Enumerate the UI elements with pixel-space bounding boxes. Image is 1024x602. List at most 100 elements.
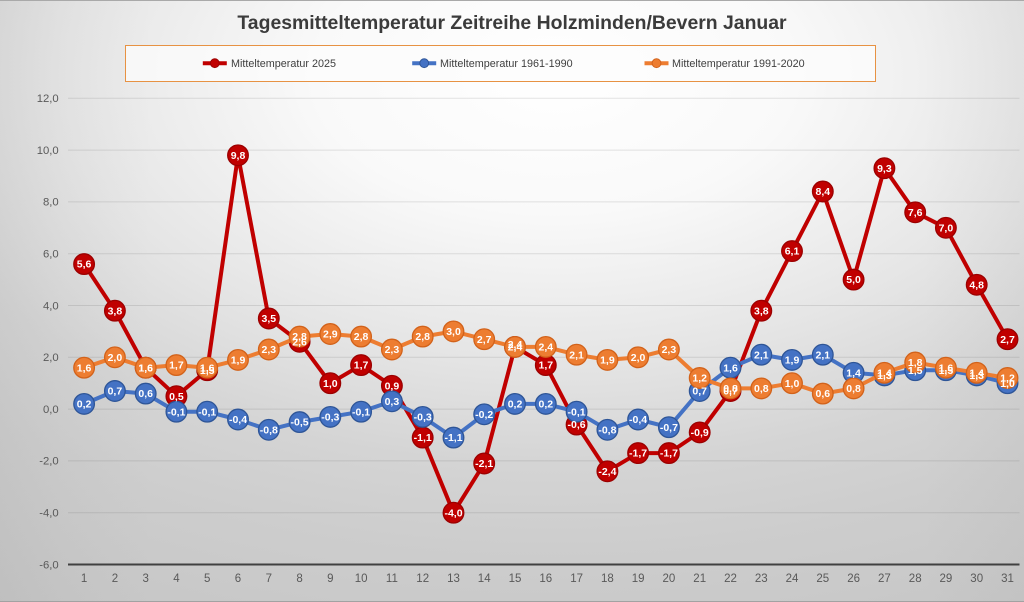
svg-text:24: 24: [786, 573, 799, 585]
svg-text:1,0: 1,0: [1000, 378, 1015, 390]
svg-text:0,2: 0,2: [77, 399, 92, 411]
svg-text:2,6: 2,6: [292, 336, 307, 348]
svg-text:1,6: 1,6: [200, 362, 215, 374]
svg-text:1,9: 1,9: [600, 355, 615, 367]
svg-text:1,0: 1,0: [785, 378, 800, 390]
svg-text:2,7: 2,7: [1000, 334, 1015, 346]
svg-text:10,0: 10,0: [37, 145, 59, 157]
svg-text:1,5: 1,5: [200, 365, 215, 377]
svg-text:-0,4: -0,4: [229, 414, 247, 426]
svg-text:2,1: 2,1: [815, 349, 830, 361]
svg-text:5,6: 5,6: [77, 259, 92, 271]
svg-text:-0,3: -0,3: [414, 412, 432, 424]
svg-text:9: 9: [327, 573, 333, 585]
svg-text:1,4: 1,4: [877, 367, 892, 379]
svg-text:0,7: 0,7: [723, 386, 738, 398]
svg-text:2,8: 2,8: [292, 331, 307, 343]
svg-text:17: 17: [570, 573, 583, 585]
svg-text:3: 3: [142, 573, 148, 585]
svg-text:2,4: 2,4: [538, 342, 553, 354]
svg-text:1,3: 1,3: [877, 370, 892, 382]
svg-text:3,8: 3,8: [754, 305, 769, 317]
svg-text:2,0: 2,0: [43, 352, 59, 364]
svg-text:23: 23: [755, 573, 768, 585]
svg-text:3,8: 3,8: [108, 305, 123, 317]
svg-text:2,8: 2,8: [354, 331, 369, 343]
svg-text:1,6: 1,6: [723, 362, 738, 374]
svg-text:0,0: 0,0: [43, 404, 59, 416]
svg-text:26: 26: [847, 573, 860, 585]
svg-text:1,7: 1,7: [354, 360, 369, 372]
svg-text:0,9: 0,9: [385, 380, 400, 392]
svg-text:8,0: 8,0: [43, 197, 59, 209]
svg-text:1,2: 1,2: [692, 373, 707, 385]
svg-text:-0,8: -0,8: [260, 424, 278, 436]
svg-text:-4,0: -4,0: [39, 508, 58, 520]
svg-text:1,5: 1,5: [939, 365, 954, 377]
svg-text:-1,1: -1,1: [444, 432, 462, 444]
svg-text:29: 29: [940, 573, 953, 585]
svg-text:0,2: 0,2: [508, 399, 523, 411]
svg-text:-0,3: -0,3: [321, 412, 339, 424]
svg-text:6,0: 6,0: [43, 249, 59, 261]
svg-text:2,1: 2,1: [754, 349, 769, 361]
svg-text:-0,8: -0,8: [598, 424, 616, 436]
svg-text:2,1: 2,1: [569, 349, 584, 361]
svg-text:2,9: 2,9: [323, 329, 338, 341]
svg-text:27: 27: [878, 573, 891, 585]
svg-text:1: 1: [81, 573, 87, 585]
svg-text:30: 30: [970, 573, 983, 585]
svg-text:-0,1: -0,1: [167, 406, 185, 418]
svg-text:4,0: 4,0: [43, 300, 59, 312]
svg-text:-0,4: -0,4: [629, 414, 647, 426]
svg-text:0,3: 0,3: [385, 396, 400, 408]
svg-text:2,8: 2,8: [415, 331, 430, 343]
svg-text:21: 21: [693, 573, 706, 585]
svg-text:-0,2: -0,2: [475, 409, 493, 421]
svg-text:0,8: 0,8: [723, 383, 738, 395]
svg-text:8,4: 8,4: [815, 186, 830, 198]
svg-text:12,0: 12,0: [37, 93, 59, 105]
svg-text:4: 4: [173, 573, 180, 585]
svg-text:7,6: 7,6: [908, 207, 923, 219]
svg-text:0,2: 0,2: [538, 399, 553, 411]
svg-text:-4,0: -4,0: [444, 507, 462, 519]
svg-text:9,3: 9,3: [877, 163, 892, 175]
svg-text:-1,7: -1,7: [660, 448, 678, 460]
svg-text:8: 8: [296, 573, 302, 585]
svg-text:1,5: 1,5: [908, 365, 923, 377]
svg-text:0,8: 0,8: [846, 383, 861, 395]
svg-text:-1,7: -1,7: [629, 448, 647, 460]
svg-text:-0,7: -0,7: [660, 422, 678, 434]
svg-text:1,8: 1,8: [908, 357, 923, 369]
svg-text:0,6: 0,6: [138, 388, 153, 400]
svg-text:10: 10: [355, 573, 368, 585]
svg-text:1,6: 1,6: [138, 362, 153, 374]
svg-text:5,0: 5,0: [846, 274, 861, 286]
svg-text:Mitteltemperatur 1961-1990: Mitteltemperatur 1961-1990: [440, 58, 573, 70]
svg-text:-0,1: -0,1: [568, 406, 586, 418]
svg-text:-2,0: -2,0: [39, 456, 58, 468]
svg-text:Mitteltemperatur 1991-2020: Mitteltemperatur 1991-2020: [672, 58, 805, 70]
svg-text:-0,1: -0,1: [198, 406, 216, 418]
svg-text:-2,4: -2,4: [598, 466, 616, 478]
svg-text:13: 13: [447, 573, 460, 585]
svg-text:-2,1: -2,1: [475, 458, 493, 470]
svg-text:4,8: 4,8: [969, 279, 984, 291]
svg-text:2,0: 2,0: [108, 352, 123, 364]
svg-text:6: 6: [235, 573, 241, 585]
svg-text:1,3: 1,3: [969, 370, 984, 382]
svg-text:-0,6: -0,6: [568, 419, 586, 431]
svg-text:18: 18: [601, 573, 614, 585]
svg-text:1,6: 1,6: [939, 362, 954, 374]
svg-text:1,9: 1,9: [231, 355, 246, 367]
svg-text:-6,0: -6,0: [39, 559, 58, 571]
svg-text:0,7: 0,7: [692, 386, 707, 398]
svg-text:1,2: 1,2: [1000, 373, 1015, 385]
svg-text:3,0: 3,0: [446, 326, 461, 338]
svg-text:1,7: 1,7: [169, 360, 184, 372]
svg-text:19: 19: [632, 573, 645, 585]
svg-text:12: 12: [416, 573, 429, 585]
svg-text:1,4: 1,4: [846, 367, 861, 379]
svg-text:6,1: 6,1: [785, 246, 800, 258]
